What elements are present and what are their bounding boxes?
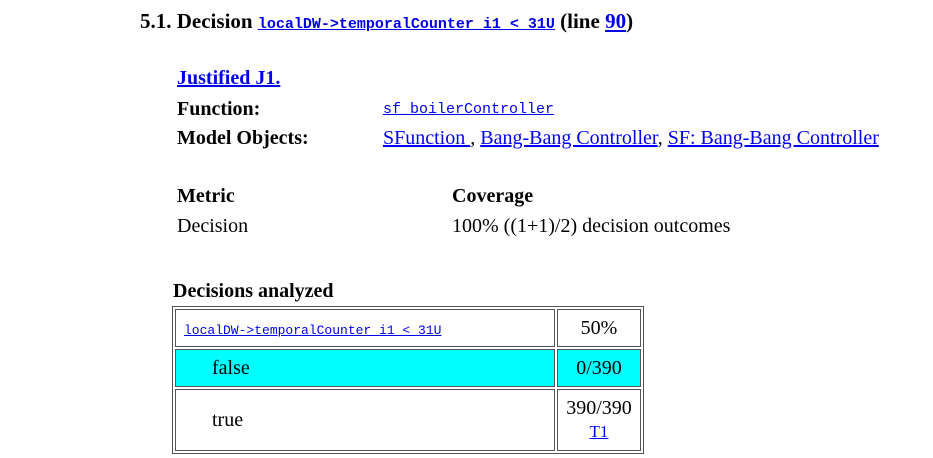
decision-expression-link[interactable]: localDW->temporalCounter_i1 < 31U	[257, 16, 555, 33]
function-label: Function:	[177, 98, 261, 120]
table-row: localDW->temporalCounter_i1 < 31U 50%	[175, 309, 641, 347]
justified-link[interactable]: Justified J1.	[177, 67, 281, 89]
decisions-table: localDW->temporalCounter_i1 < 31U 50% fa…	[172, 306, 644, 454]
model-object-link[interactable]: Bang-Bang Controller	[480, 127, 658, 149]
function-link[interactable]: sf_boilerController	[383, 101, 555, 118]
model-object-link[interactable]: SF: Bang-Bang Controller	[667, 127, 879, 149]
metric-header: Metric	[177, 185, 235, 207]
decision-percent: 50%	[557, 309, 641, 347]
table-row: false 0/390	[175, 349, 641, 387]
line-suffix: )	[626, 9, 634, 33]
coverage-header: Coverage	[452, 185, 534, 207]
coverage-value: 100% ((1+1)/2) decision outcomes	[452, 215, 731, 237]
model-object-link[interactable]: SFunction	[383, 127, 471, 149]
decision-expression-link[interactable]: localDW->temporalCounter_i1 < 31U	[184, 322, 442, 338]
model-objects-label: Model Objects:	[177, 127, 309, 149]
table-row: true 390/390 T1	[175, 389, 641, 451]
line-number-link[interactable]: 90	[605, 9, 627, 33]
model-objects-list: SFunction , Bang-Bang Controller, SF: Ba…	[383, 127, 879, 149]
section-heading: 5.1. Decision localDW->temporalCounter_i…	[140, 9, 633, 34]
outcome-count: 390/390	[566, 397, 632, 419]
metric-value: Decision	[177, 215, 249, 237]
test-case-link[interactable]: T1	[589, 422, 609, 441]
decisions-analyzed-title: Decisions analyzed	[173, 280, 334, 302]
outcome-label: true	[175, 389, 555, 451]
outcome-label: false	[175, 349, 555, 387]
line-prefix: (line	[560, 9, 600, 33]
outcome-count: 0/390	[557, 349, 641, 387]
heading-prefix: 5.1. Decision	[140, 9, 253, 33]
